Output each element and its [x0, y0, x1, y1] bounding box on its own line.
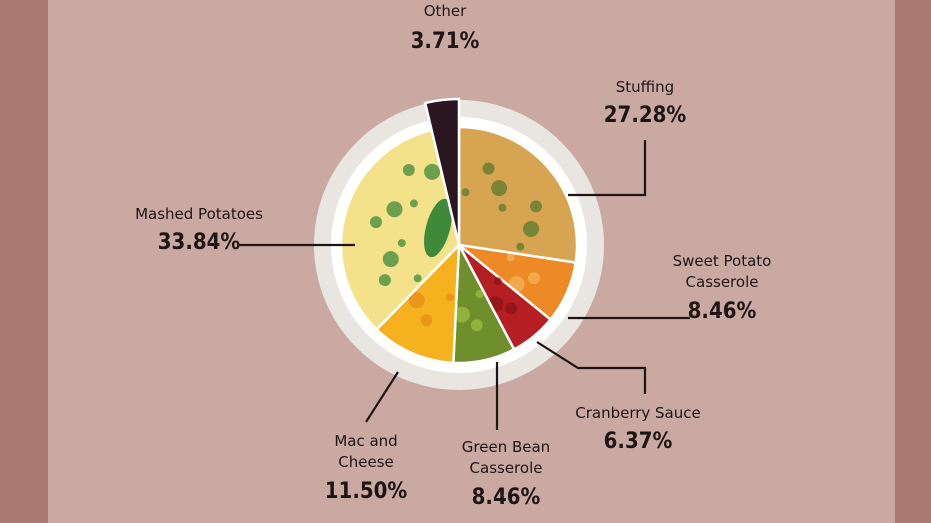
left-side-band: [0, 0, 48, 523]
green-bean-food-icon: [453, 290, 484, 332]
slice-name-other: Other: [424, 2, 467, 20]
slice-name-sweet-potato-casserole: Sweet Potato Casserole: [673, 252, 772, 291]
leader-line-mac-and-cheese: [365, 371, 399, 423]
slice-name-cranberry-sauce: Cranberry Sauce: [575, 404, 701, 422]
mashed-potato-food-icon: [370, 163, 452, 287]
slice-value-other: 3.71%: [411, 29, 480, 54]
slice-value-mashed-potatoes: 33.84%: [158, 230, 241, 255]
slice-value-stuffing: 27.28%: [604, 103, 687, 128]
slice-value-mac-and-cheese: 11.50%: [325, 479, 408, 504]
mac-cheese-food-icon: [408, 292, 455, 327]
slice-name-stuffing: Stuffing: [616, 78, 674, 96]
slice-name-green-bean-casserole: Green Bean Casserole: [462, 438, 550, 477]
pie-slices: [339, 97, 579, 365]
slice-name-mac-and-cheese: Mac and Cheese: [334, 432, 397, 471]
slice-name-mashed-potatoes: Mashed Potatoes: [135, 205, 263, 223]
leader-line-cranberry-sauce: [536, 341, 647, 394]
slice-other: [423, 97, 461, 246]
leader-line-stuffing: [568, 140, 647, 197]
slice-value-green-bean-casserole: 8.46%: [472, 485, 541, 510]
slice-value-cranberry-sauce: 6.37%: [604, 429, 673, 454]
slice-mashed-potatoes: [339, 128, 461, 332]
stuffing-food-icon: [461, 162, 542, 251]
slice-stuffing: [457, 125, 579, 265]
slice-value-sweet-potato-casserole: 8.46%: [688, 299, 757, 324]
slice-labels: Stuffing 27.28% Sweet Potato Casserole 8.46%…: [135, 2, 771, 510]
leader-lines: [238, 140, 690, 430]
right-side-band: [895, 0, 931, 523]
